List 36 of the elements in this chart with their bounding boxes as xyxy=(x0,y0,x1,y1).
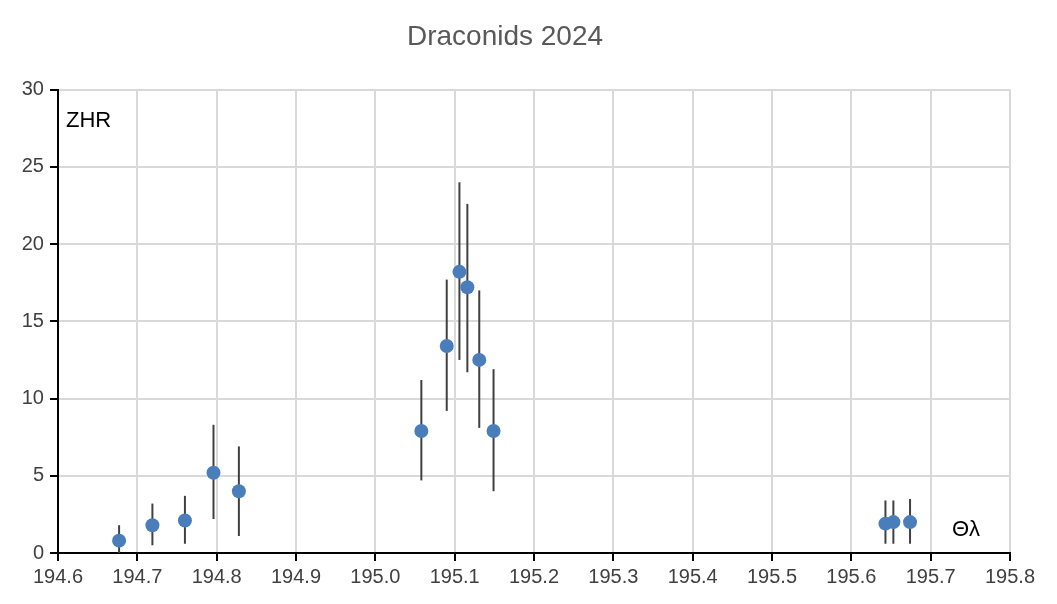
point xyxy=(206,465,221,480)
x-tick-label: 195.8 xyxy=(984,564,1036,587)
y-tick-label: 25 xyxy=(21,154,44,177)
point xyxy=(886,515,901,530)
point xyxy=(112,533,127,548)
point xyxy=(231,484,246,499)
point xyxy=(145,518,160,533)
y-tick-label: 30 xyxy=(21,77,44,100)
x-tick-label: 195.5 xyxy=(746,564,798,587)
y-tick-label: 5 xyxy=(32,463,44,486)
x-tick-label: 194.7 xyxy=(112,564,163,587)
y-tick-label: 20 xyxy=(21,231,44,254)
x-tick-label: 195.7 xyxy=(905,564,956,587)
point xyxy=(903,515,918,530)
point xyxy=(472,352,487,367)
x-tick-label: 195.1 xyxy=(429,564,480,587)
point xyxy=(452,264,467,279)
point xyxy=(486,423,501,438)
x-tick-label: 195.3 xyxy=(588,564,639,587)
x-tick-label: 195.2 xyxy=(508,564,560,587)
x-tick-label: 195.0 xyxy=(350,564,401,587)
point xyxy=(177,513,192,528)
y-tick-label: 15 xyxy=(21,308,44,331)
x-tick-label: 194.8 xyxy=(191,564,242,587)
x-tick-label: 194.6 xyxy=(32,564,84,587)
x-tick-label: 194.9 xyxy=(270,564,322,587)
chart-title: Draconids 2024 xyxy=(406,19,604,51)
x-tick-label: 195.6 xyxy=(826,564,877,587)
x-axis-title: Θλ xyxy=(951,516,980,542)
y-tick-label: 10 xyxy=(21,386,44,409)
y-axis-title: ZHR xyxy=(66,106,112,132)
point xyxy=(414,423,429,438)
y-tick-label: 0 xyxy=(32,540,44,563)
x-tick-label: 195.4 xyxy=(667,564,718,587)
point xyxy=(460,280,475,295)
point xyxy=(439,339,454,354)
